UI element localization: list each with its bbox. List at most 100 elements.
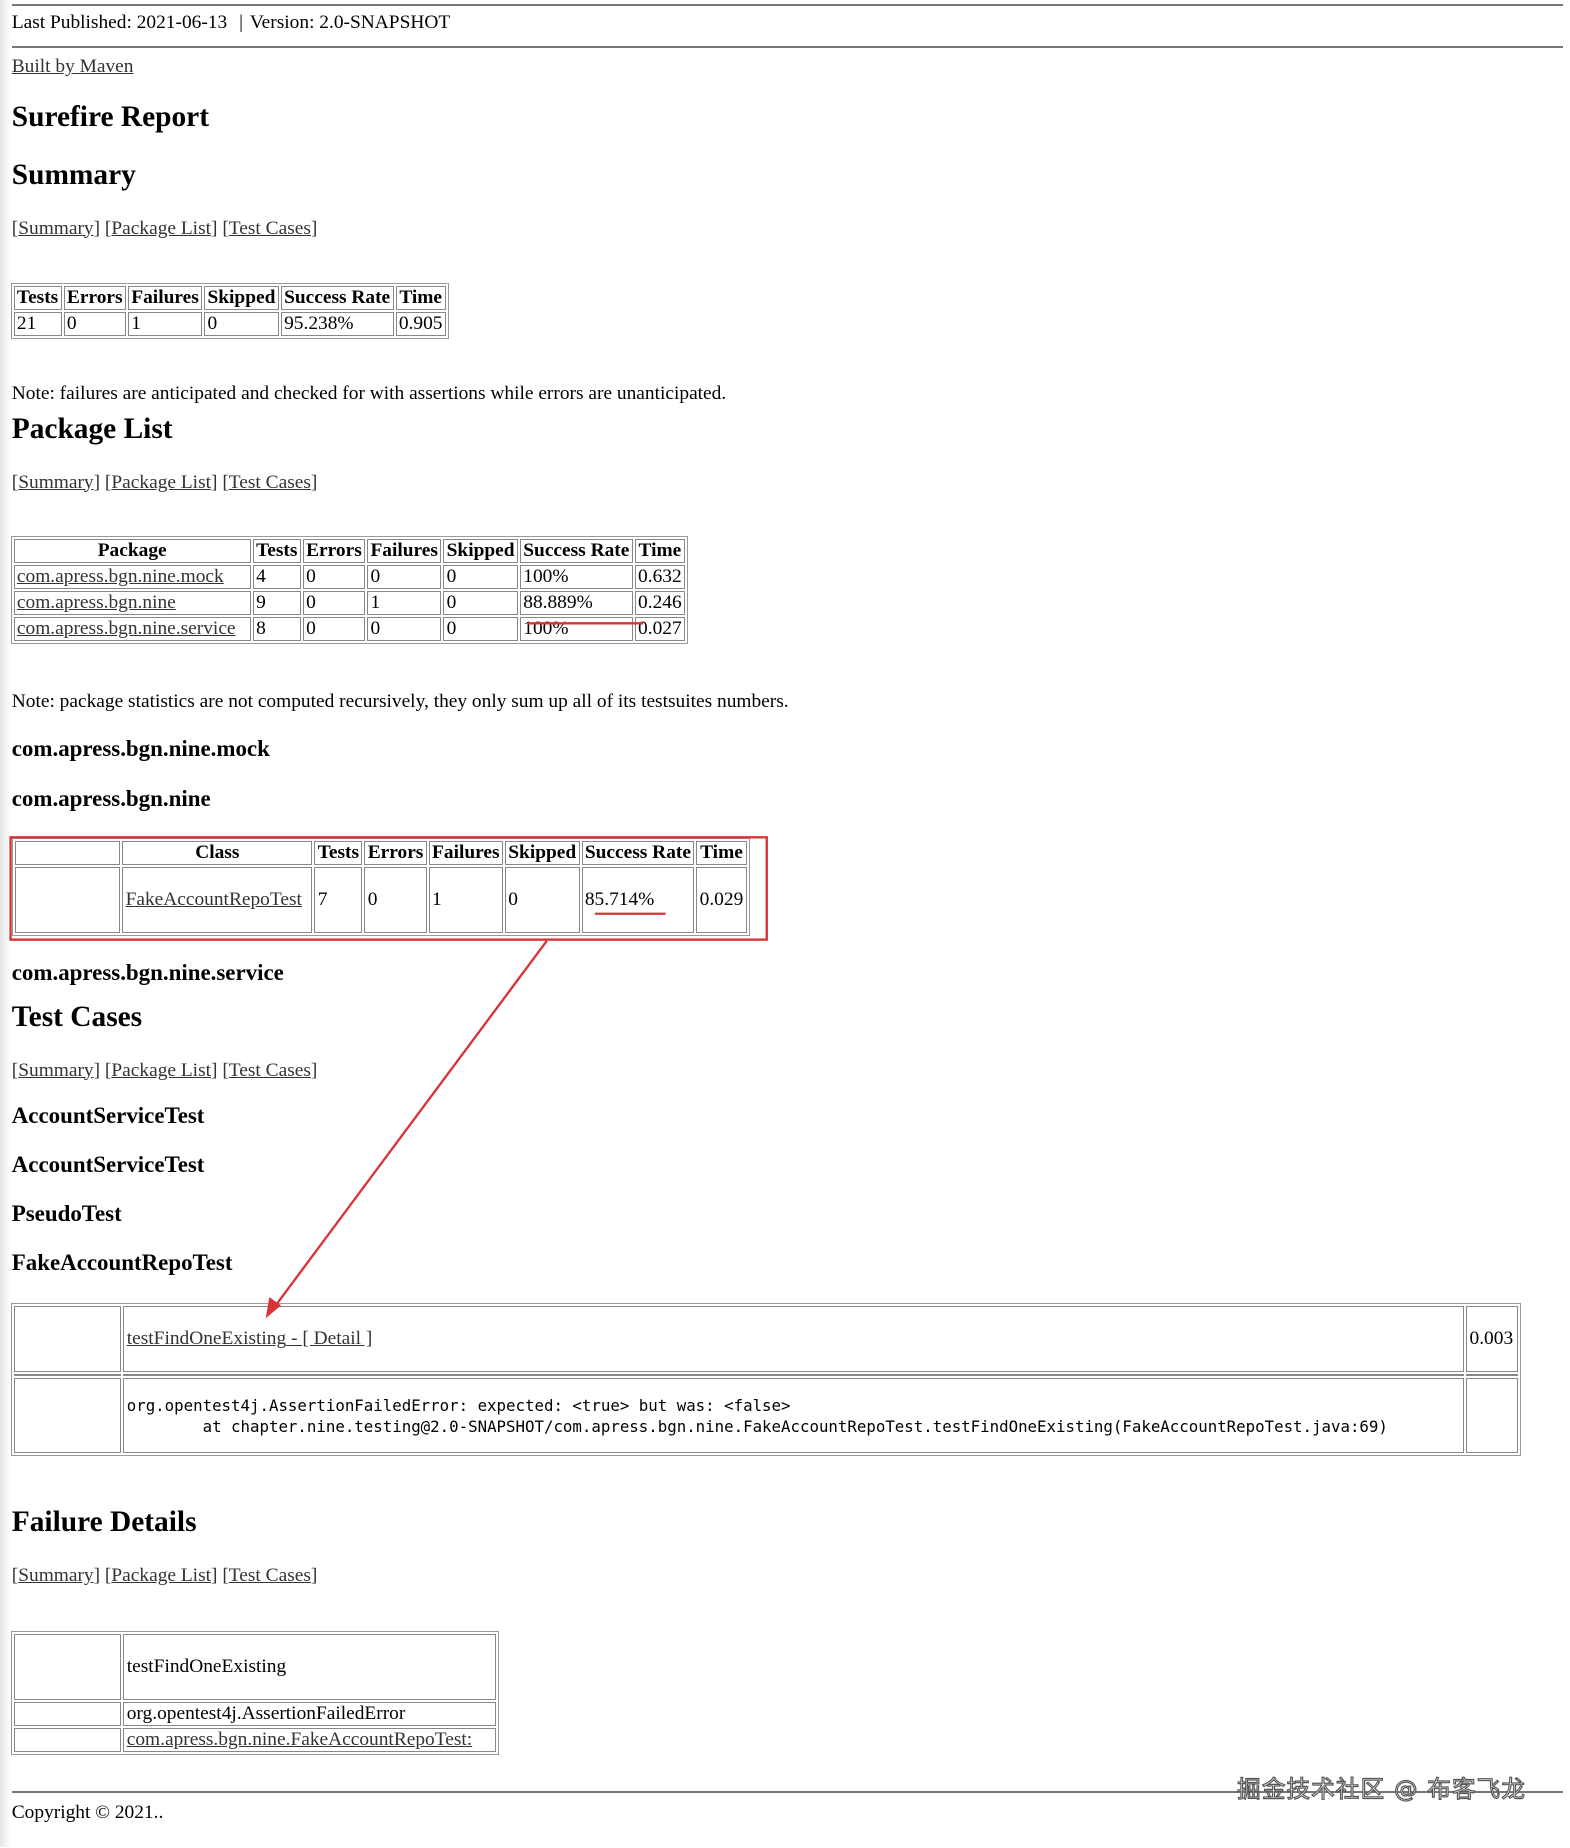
cell: 0 <box>443 591 518 616</box>
cell: 1 <box>428 867 503 934</box>
cell: 88.889% <box>519 591 633 616</box>
status-icon-cell <box>13 1306 122 1372</box>
cell: 0.632 <box>634 565 686 590</box>
arrow-line <box>269 940 548 1314</box>
cell: 0 <box>443 565 518 590</box>
empty-cell <box>13 1701 122 1726</box>
cell: 0 <box>367 617 442 642</box>
class-table: Class Tests Errors Failures Skipped Succ… <box>11 838 750 937</box>
cell: 0.027 <box>634 617 686 642</box>
package-heading-service: com.apress.bgn.nine.service <box>11 959 284 985</box>
failure-error: org.opentest4j.AssertionFailedError <box>123 1701 496 1726</box>
test-case-link[interactable]: testFindOneExisting <box>126 1327 287 1349</box>
table-row: testFindOneExisting - [ Detail ] 0.003 <box>13 1306 1518 1372</box>
section-nav: [Summary] [Package List] [Test Cases] <box>11 217 318 239</box>
col-errors: Errors <box>302 539 366 564</box>
col-time: Time <box>634 539 686 564</box>
package-heading-mock: com.apress.bgn.nine.mock <box>11 736 270 762</box>
cell: 0.029 <box>696 867 747 934</box>
nav-summary-link[interactable]: Summary <box>18 1565 94 1587</box>
separator: | <box>239 11 243 33</box>
cell: 1 <box>367 591 442 616</box>
nav-package-list-link[interactable]: Package List <box>111 1059 212 1081</box>
cell: 0 <box>443 617 518 642</box>
cell: 21 <box>13 312 62 337</box>
cell: 85.714% <box>581 867 695 934</box>
package-link[interactable]: com.apress.bgn.nine <box>16 592 176 614</box>
status-icon-cell <box>13 1378 122 1454</box>
package-table: Package Tests Errors Failures Skipped Su… <box>10 536 689 645</box>
col-failures: Failures <box>367 539 442 564</box>
cell: 0.246 <box>634 591 686 616</box>
nav-test-cases-link[interactable]: Test Cases <box>228 217 311 239</box>
summary-heading: Summary <box>11 158 136 191</box>
table-row: 21 0 1 0 95.238% 0.905 <box>13 312 446 337</box>
cell: 100% <box>519 565 633 590</box>
table-row: com.apress.bgn.nine.FakeAccountRepoTest: <box>13 1727 496 1752</box>
col-time: Time <box>395 286 446 311</box>
failure-details-heading: Failure Details <box>11 1506 197 1539</box>
nav-summary-link[interactable]: Summary <box>18 471 94 493</box>
col-icon <box>14 841 121 866</box>
package-link[interactable]: com.apress.bgn.nine.mock <box>16 566 224 588</box>
col-success-rate: Success Rate <box>581 841 695 866</box>
class-link[interactable]: FakeAccountRepoTest <box>125 889 302 911</box>
empty-cell <box>13 1727 122 1752</box>
nav-test-cases-link[interactable]: Test Cases <box>228 471 311 493</box>
cell: 9 <box>252 591 301 616</box>
nav-test-cases-link[interactable]: Test Cases <box>228 1565 311 1587</box>
nav-package-list-link[interactable]: Package List <box>111 1565 212 1587</box>
col-skipped: Skipped <box>443 539 518 564</box>
built-by-maven-link[interactable]: Built by Maven <box>11 56 134 78</box>
publish-info: Last Published: 2021-06-13 | Version: 2.… <box>12 12 450 34</box>
cell: 7 <box>314 867 363 934</box>
failure-details-table: testFindOneExisting org.opentest4j.Asser… <box>10 1631 499 1755</box>
package-list-heading: Package List <box>11 412 173 445</box>
table-row: org.opentest4j.AssertionFailedError <box>13 1701 496 1726</box>
test-cases-heading: Test Cases <box>11 1000 143 1033</box>
cell: 0 <box>302 565 366 590</box>
col-skipped: Skipped <box>204 286 279 311</box>
copyright: Copyright © 2021.. <box>11 1801 164 1823</box>
nav-package-list-link[interactable]: Package List <box>111 471 212 493</box>
package-link[interactable]: com.apress.bgn.nine.service <box>16 618 236 640</box>
detail-link[interactable]: - [ Detail ] <box>286 1327 373 1349</box>
table-row: com.apress.bgn.nine.mock 4 0 0 0 100% 0.… <box>13 565 686 590</box>
col-failures: Failures <box>127 286 203 311</box>
empty-cell <box>1466 1378 1518 1454</box>
col-tests: Tests <box>314 841 363 866</box>
cell: 0 <box>302 617 366 642</box>
test-time: 0.003 <box>1466 1306 1518 1372</box>
cell: 0.905 <box>395 312 446 337</box>
col-failures: Failures <box>428 841 503 866</box>
cell: 8 <box>252 617 301 642</box>
col-tests: Tests <box>13 286 62 311</box>
table-row: testFindOneExisting <box>13 1634 496 1700</box>
cell: 0 <box>204 312 279 337</box>
nav-summary-link[interactable]: Summary <box>18 1059 94 1081</box>
cell: 0 <box>364 867 427 934</box>
package-note: Note: package statistics are not compute… <box>11 691 789 713</box>
test-class-heading: AccountServiceTest <box>11 1103 205 1129</box>
section-nav: [Summary] [Package List] [Test Cases] <box>11 1059 318 1081</box>
col-package: Package <box>13 539 251 564</box>
table-row: FakeAccountRepoTest 7 0 1 0 85.714% 0.02… <box>14 867 747 934</box>
page-title: Surefire Report <box>11 101 210 134</box>
cell: 95.238% <box>280 312 394 337</box>
col-skipped: Skipped <box>504 841 580 866</box>
table-row: com.apress.bgn.nine 9 0 1 0 88.889% 0.24… <box>13 591 686 616</box>
section-nav: [Summary] [Package List] [Test Cases] <box>11 1565 318 1587</box>
nav-package-list-link[interactable]: Package List <box>111 217 212 239</box>
stack-trace: org.opentest4j.AssertionFailedError: exp… <box>123 1378 1465 1454</box>
failure-source-link[interactable]: com.apress.bgn.nine.FakeAccountRepoTest: <box>126 1728 473 1750</box>
cell: 0 <box>302 591 366 616</box>
test-case-table: testFindOneExisting - [ Detail ] 0.003 o… <box>10 1303 1521 1457</box>
version: Version: 2.0-SNAPSHOT <box>249 11 451 33</box>
cell: 1 <box>127 312 203 337</box>
nav-test-cases-link[interactable]: Test Cases <box>228 1059 311 1081</box>
col-class: Class <box>122 841 313 866</box>
col-errors: Errors <box>364 841 427 866</box>
top-rule <box>11 3 1563 6</box>
nav-summary-link[interactable]: Summary <box>18 217 94 239</box>
